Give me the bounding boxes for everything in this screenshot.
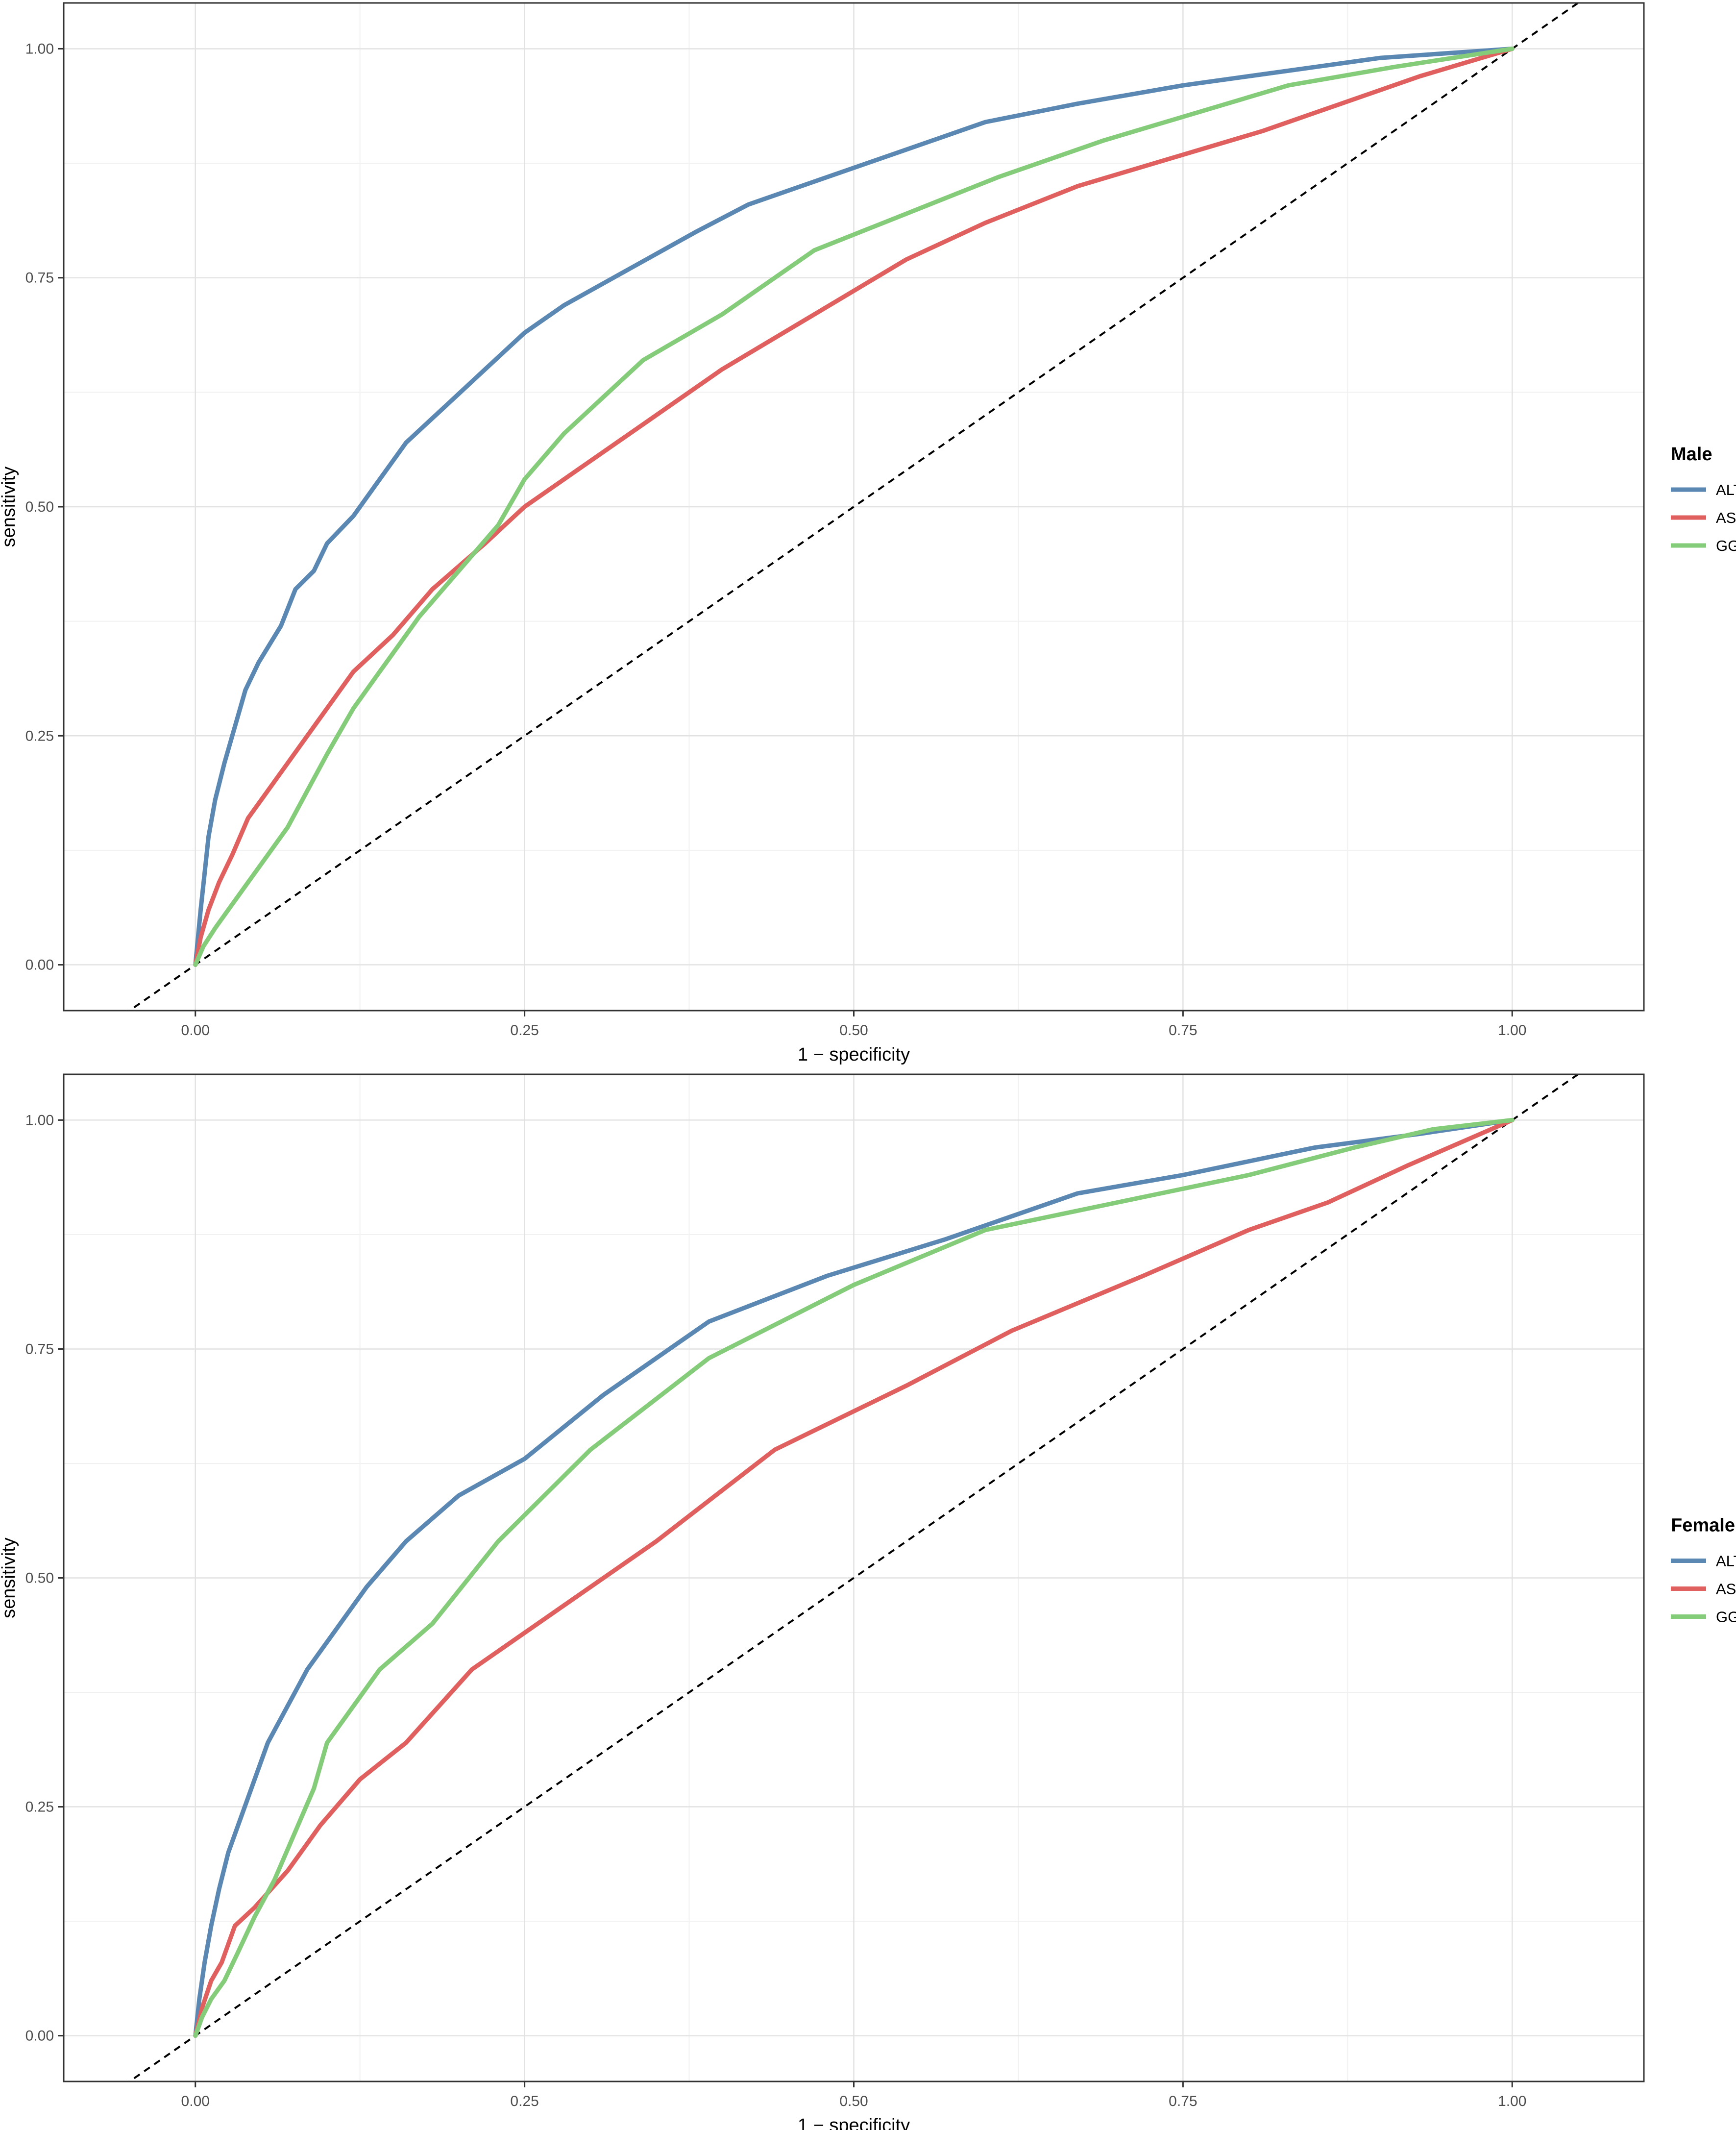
y-tick-label: 0.00 (25, 2028, 54, 2044)
y-tick-label: 0.75 (25, 270, 54, 286)
x-tick-label: 0.50 (839, 2093, 868, 2109)
legend-label-alt: ALT (1716, 481, 1736, 498)
series-line-ast (193, 47, 1515, 967)
legend-title: Male (1671, 444, 1712, 465)
series-line-ggt (193, 47, 1515, 967)
y-tick-label: 1.00 (25, 41, 54, 57)
x-tick-label: 0.50 (839, 1022, 868, 1039)
reference-diagonal-line (127, 3, 1580, 1011)
legend-label-ggt: GGT (1716, 537, 1736, 554)
x-tick-label: 0.00 (181, 1022, 210, 1039)
legend-label-ast: AST (1716, 1581, 1736, 1598)
roc-panel-male: 0.00 0.25 0.50 0.75 1.00 0.00 0.25 0.50 0.75 1.00… (0, 2, 1736, 1065)
legend-label-ggt: GGT (1716, 1609, 1736, 1626)
x-tick-label: 0.25 (510, 1022, 538, 1039)
x-tick-label: 1.00 (1498, 2093, 1526, 2109)
roc-panel-female: 0.00 0.25 0.50 0.75 1.00 0.00 0.25 0.50 0.75 1.00… (0, 1073, 1736, 2130)
series-line-ast (193, 1117, 1515, 2038)
y-tick-label: 0.25 (25, 728, 54, 744)
y-tick-label: 1.00 (25, 1112, 54, 1128)
y-tick-label: 0.50 (25, 1570, 54, 1586)
series-line-alt (193, 47, 1515, 967)
x-tick-label: 0.75 (1169, 1022, 1197, 1039)
x-tick-label: 1.00 (1498, 1022, 1526, 1039)
series-line-ggt (193, 1117, 1515, 2038)
x-axis-title: 1 − specificity (798, 2115, 910, 2130)
y-tick-label: 0.50 (25, 499, 54, 515)
legend-label-ast: AST (1716, 509, 1736, 526)
reference-diagonal-line (127, 1074, 1580, 2081)
y-tick-label: 0.75 (25, 1341, 54, 1357)
series-line-alt (193, 1117, 1515, 2038)
y-axis-title: sensitivity (0, 467, 19, 547)
x-axis-title: 1 − specificity (798, 1044, 910, 1065)
y-tick-label: 0.25 (25, 1799, 54, 1815)
x-tick-label: 0.25 (510, 2093, 538, 2109)
y-tick-label: 0.00 (25, 957, 54, 973)
legend: Female ALT AST GGT (1671, 1515, 1736, 1626)
legend: MaleALT AST GGT (1671, 444, 1736, 554)
y-axis-title: sensitivity (0, 1537, 19, 1618)
x-tick-label: 0.00 (181, 2093, 210, 2109)
legend-label-alt: ALT (1716, 1553, 1736, 1570)
x-tick-label: 0.75 (1169, 2093, 1197, 2109)
legend-title: Female (1671, 1515, 1735, 1536)
